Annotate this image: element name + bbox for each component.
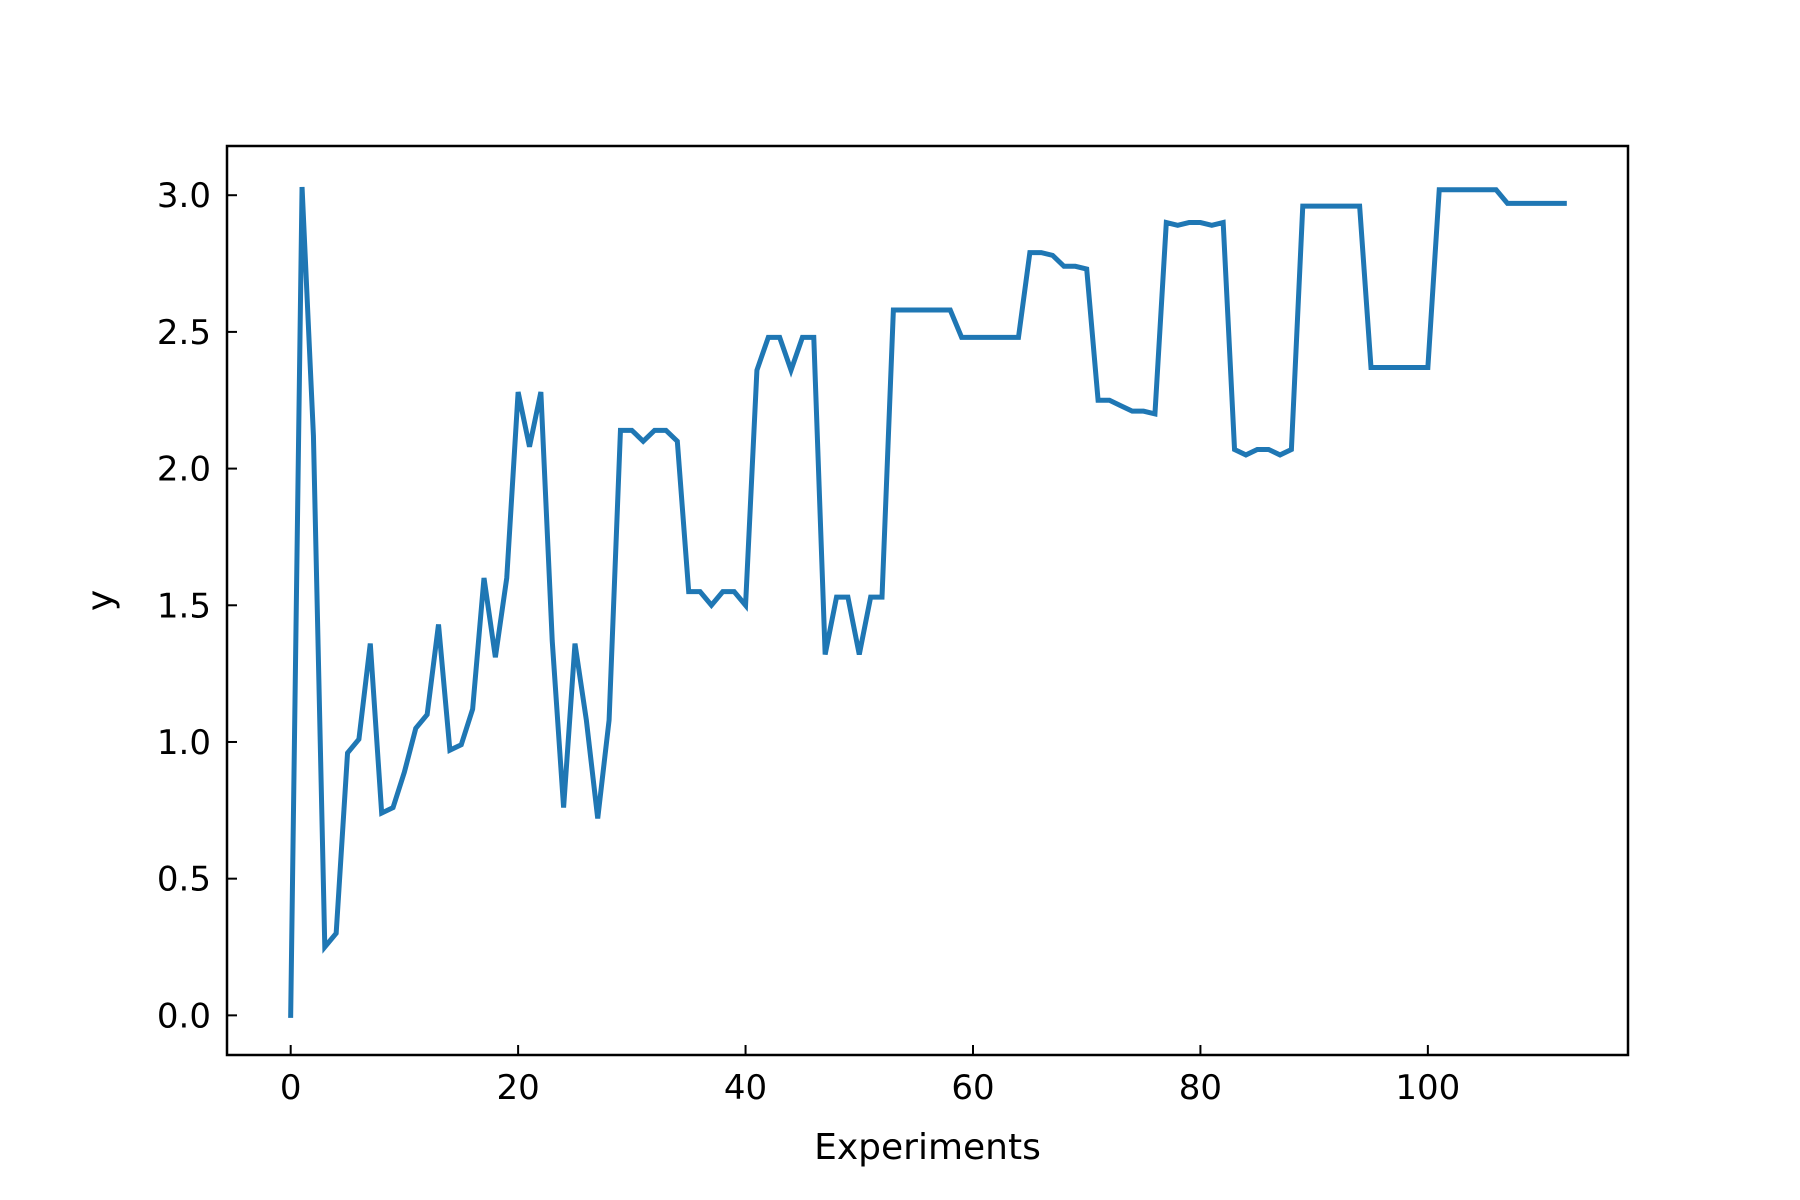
series-line (288, 186, 1567, 1018)
x-axis-label: Experiments (814, 1127, 1041, 1168)
x-tick-label: 60 (951, 1068, 994, 1108)
series-layer (288, 186, 1567, 1018)
ticks-layer: 0 20 40 60 80 100 0.0 0.5 1.0 1.5 2.0 2.5 3.0 (157, 176, 1460, 1108)
plot-frame (225, 144, 1630, 1057)
y-tick-label: 0.5 (157, 860, 211, 900)
y-tick-label: 0.0 (157, 996, 211, 1036)
y-tick-label: 2.5 (157, 313, 211, 353)
x-tick-label: 40 (724, 1068, 767, 1108)
y-tick-label: 3.0 (157, 176, 211, 216)
y-tick-label: 1.0 (157, 723, 211, 763)
x-tick-label: 80 (1179, 1068, 1222, 1108)
y-tick-label: 2.0 (157, 450, 211, 490)
y-tick-label: 1.5 (157, 586, 211, 626)
x-tick-label: 100 (1395, 1068, 1460, 1108)
x-tick-label: 20 (496, 1068, 539, 1108)
y-axis-label: y (80, 590, 121, 611)
x-tick-label: 0 (280, 1068, 302, 1108)
